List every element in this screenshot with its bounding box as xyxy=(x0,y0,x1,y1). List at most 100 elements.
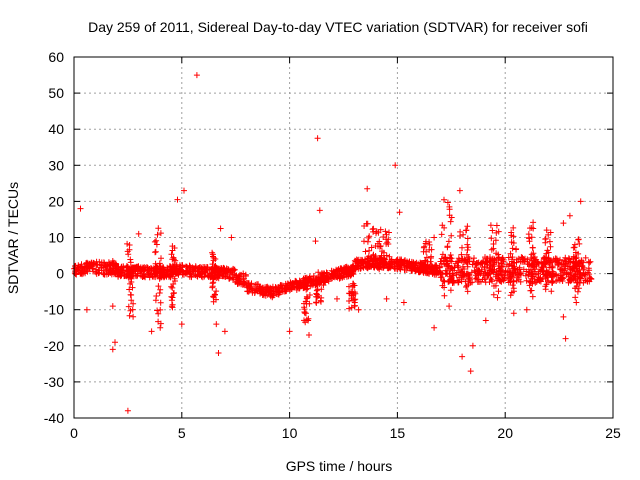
data-point xyxy=(529,244,536,251)
data-point xyxy=(379,248,385,255)
data-point xyxy=(565,279,572,286)
data-point xyxy=(364,238,371,245)
data-point xyxy=(234,280,241,286)
data-point xyxy=(487,222,494,229)
data-point xyxy=(125,264,131,270)
data-point xyxy=(529,273,536,279)
data-point xyxy=(463,282,470,289)
data-point xyxy=(527,255,534,261)
data-point xyxy=(439,251,446,258)
data-point xyxy=(428,253,435,260)
data-point xyxy=(157,286,164,293)
data-point xyxy=(84,259,90,266)
data-point xyxy=(267,293,274,300)
data-point xyxy=(527,266,534,273)
data-point xyxy=(305,315,312,322)
y-tick-label: -10 xyxy=(44,302,64,318)
data-point xyxy=(208,265,215,272)
data-point-outlier xyxy=(400,299,407,306)
data-point xyxy=(499,263,506,270)
data-point xyxy=(75,262,82,269)
data-point xyxy=(100,271,107,278)
data-point xyxy=(160,266,167,273)
data-point xyxy=(464,247,471,253)
data-point xyxy=(105,259,112,266)
data-point xyxy=(84,260,91,267)
data-point xyxy=(538,259,545,266)
data-point xyxy=(508,229,515,236)
data-point xyxy=(554,276,561,283)
data-point xyxy=(513,277,520,284)
data-point xyxy=(570,244,577,251)
data-point xyxy=(459,272,466,279)
data-point xyxy=(283,282,289,289)
data-point xyxy=(574,279,581,286)
data-point xyxy=(542,236,549,243)
data-point xyxy=(155,283,162,290)
data-point xyxy=(582,254,589,261)
data-point xyxy=(157,299,164,306)
y-tick-label: 10 xyxy=(48,230,64,246)
data-point xyxy=(360,264,367,271)
data-point xyxy=(346,283,352,290)
data-point xyxy=(115,270,122,277)
data-point-outlier xyxy=(482,317,489,324)
data-point-outlier xyxy=(178,321,185,328)
data-point xyxy=(455,279,462,286)
data-point xyxy=(510,224,517,231)
data-point xyxy=(567,275,574,282)
data-point xyxy=(560,269,567,276)
data-point xyxy=(444,258,450,265)
data-point xyxy=(365,253,372,260)
data-point xyxy=(313,276,320,283)
x-axis-label: GPS time / hours xyxy=(286,458,393,474)
data-point xyxy=(379,258,386,265)
data-point xyxy=(199,268,206,275)
data-point xyxy=(571,266,578,273)
data-point xyxy=(384,239,391,246)
data-point xyxy=(455,255,462,262)
data-point xyxy=(157,306,164,313)
data-point-outlier xyxy=(566,212,573,219)
data-point xyxy=(463,251,470,258)
data-point xyxy=(101,262,108,269)
data-point xyxy=(345,270,352,277)
data-point xyxy=(561,257,568,264)
data-point xyxy=(458,251,465,258)
x-tick-label: 25 xyxy=(605,425,621,441)
data-point xyxy=(457,228,464,235)
data-point-outlier xyxy=(560,220,567,227)
data-point xyxy=(454,258,461,265)
data-point xyxy=(490,291,497,298)
data-point xyxy=(139,274,146,280)
data-point xyxy=(509,245,516,252)
data-point-outlier xyxy=(560,313,567,320)
data-point xyxy=(169,266,176,273)
data-point xyxy=(522,255,528,262)
data-point xyxy=(450,279,457,286)
data-point xyxy=(196,271,203,278)
x-tick-label: 10 xyxy=(282,425,298,441)
data-point xyxy=(170,254,177,261)
data-point xyxy=(153,263,160,270)
data-point xyxy=(130,300,137,307)
data-point xyxy=(574,268,581,275)
data-point xyxy=(543,267,550,274)
y-tick-label: 60 xyxy=(48,49,64,65)
data-point xyxy=(240,281,247,288)
data-point xyxy=(231,266,238,273)
data-point-outlier xyxy=(148,328,155,335)
data-point xyxy=(359,258,366,265)
data-point xyxy=(168,271,175,277)
data-point xyxy=(464,241,471,248)
data-point xyxy=(277,289,283,296)
data-point xyxy=(376,238,383,245)
data-point xyxy=(258,286,265,293)
data-point xyxy=(542,261,549,268)
data-point xyxy=(406,262,413,269)
data-point xyxy=(139,266,146,273)
data-point xyxy=(128,297,135,304)
data-point xyxy=(547,243,554,250)
data-point-outlier xyxy=(286,328,293,335)
data-point xyxy=(421,243,428,250)
